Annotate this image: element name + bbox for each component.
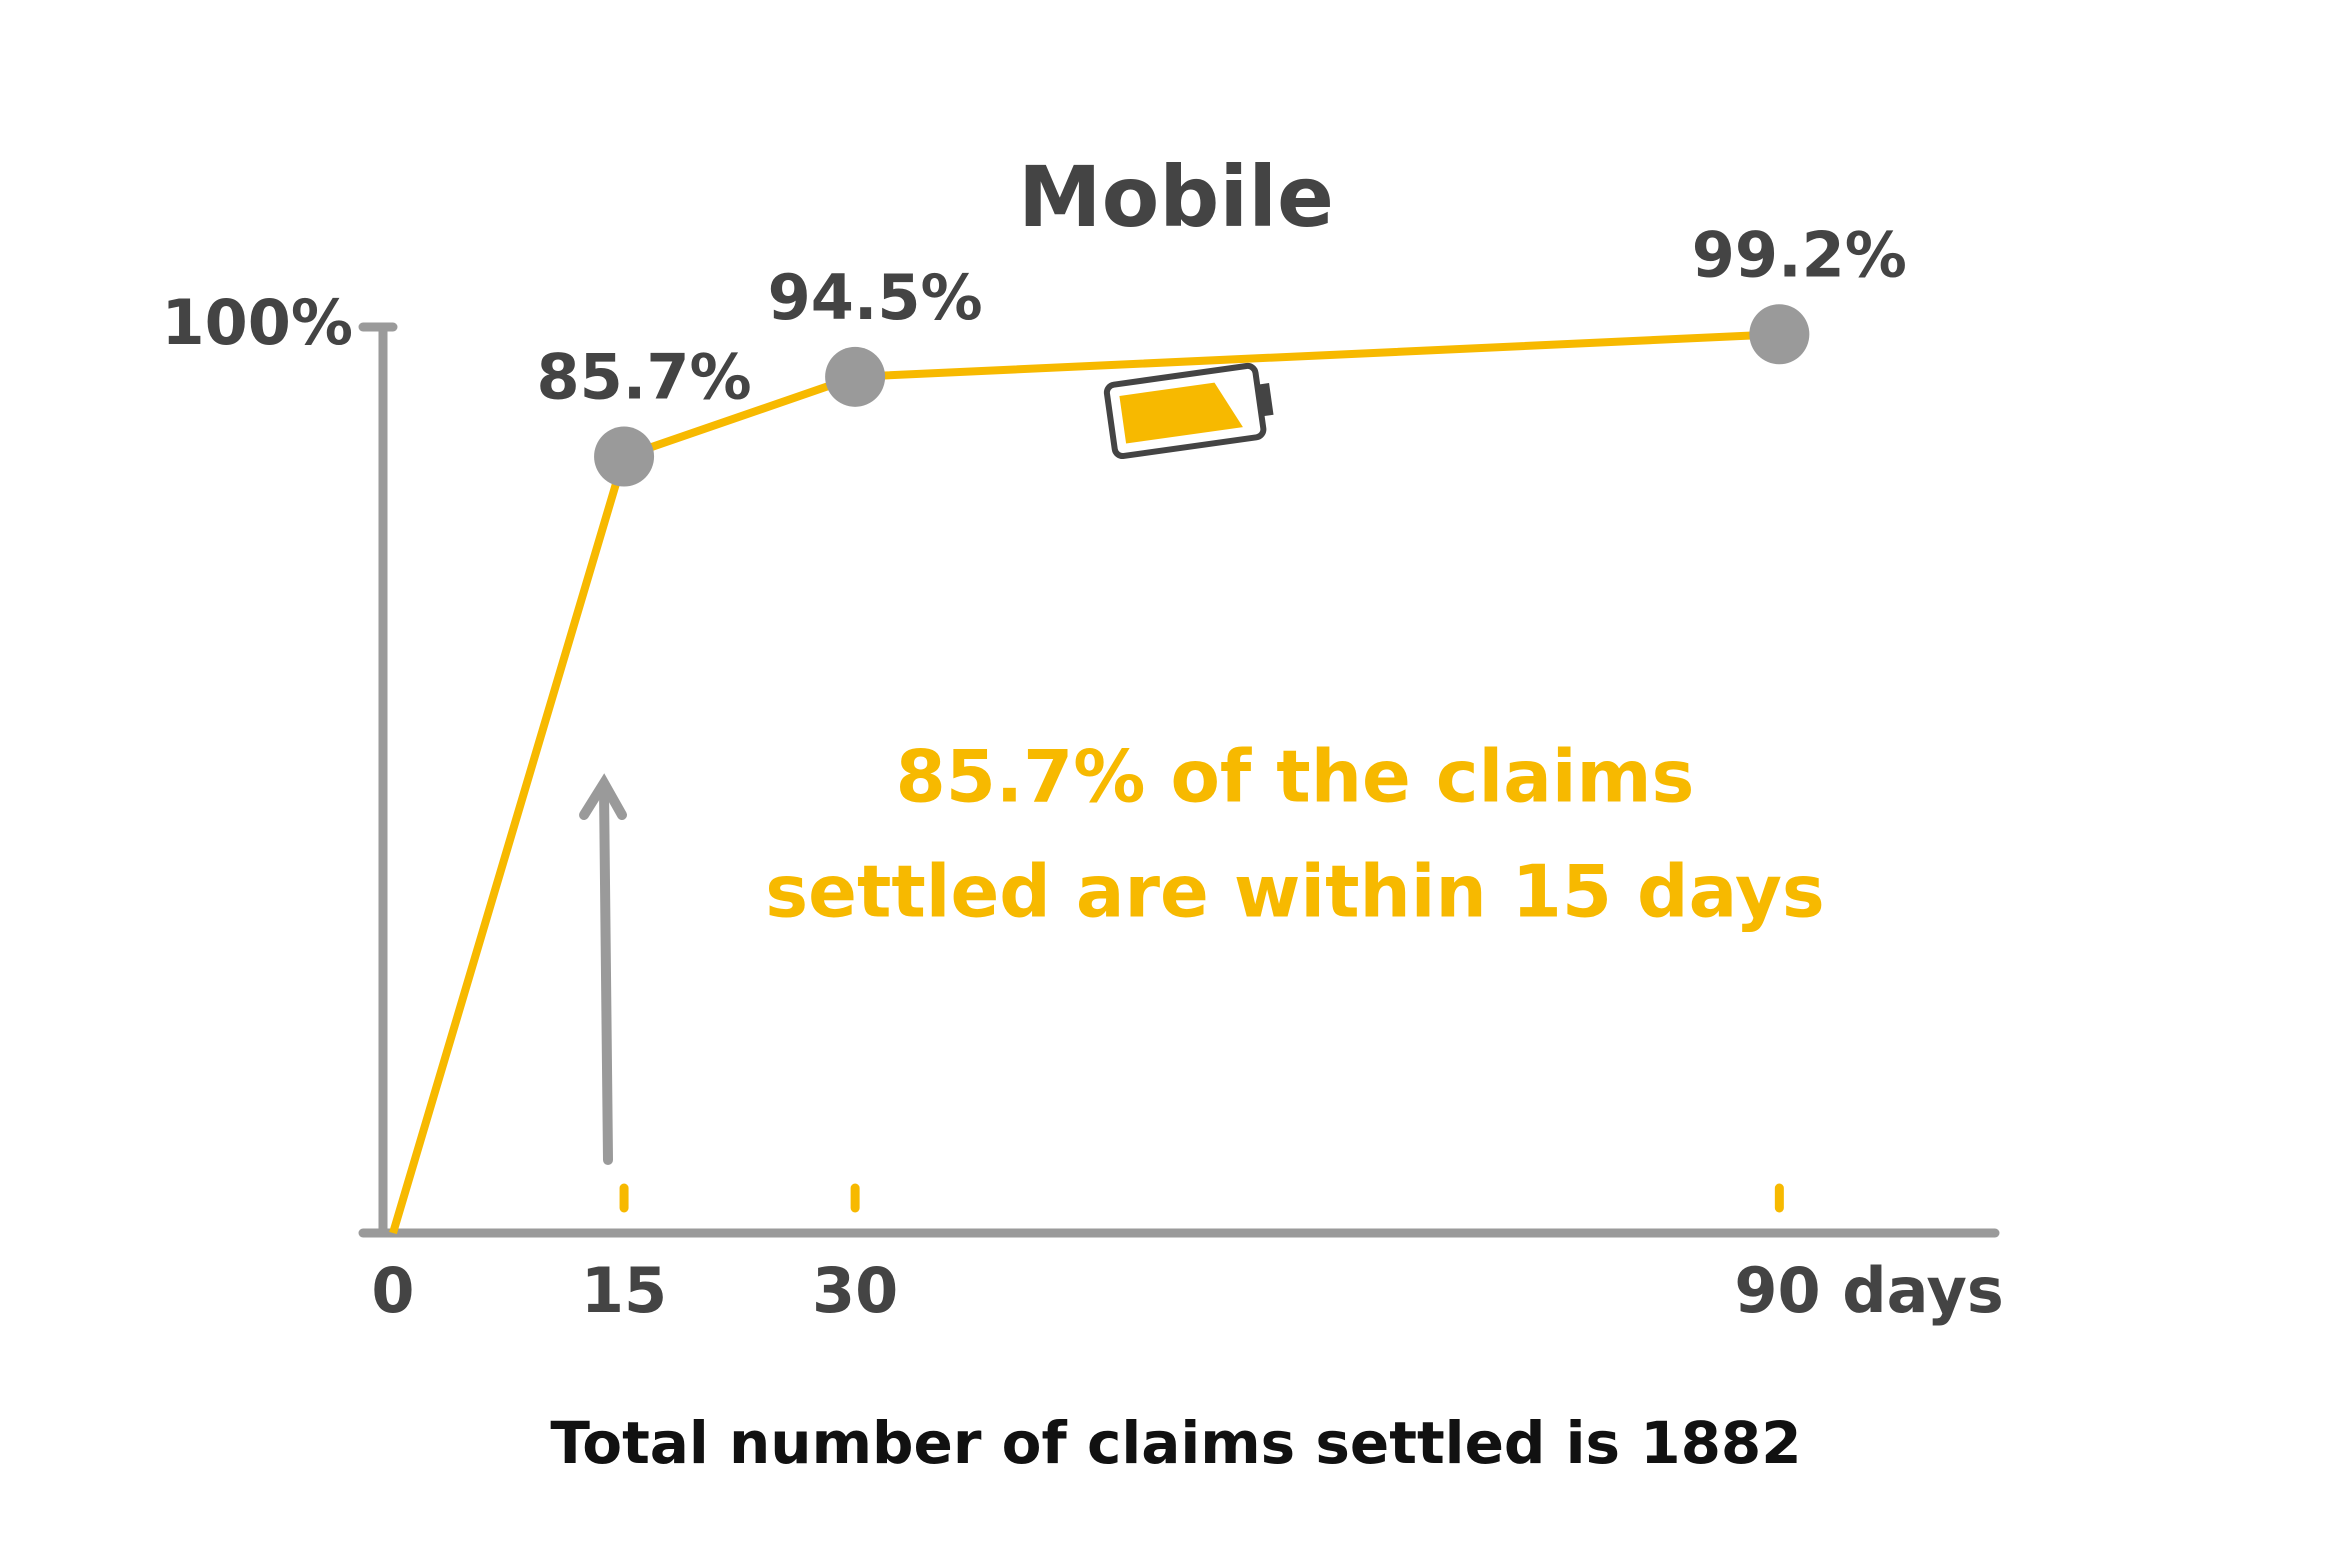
battery-level <box>1119 382 1243 444</box>
annotation: 85.7% of the claims <box>896 735 1695 819</box>
point <box>1749 304 1810 365</box>
y-tick-label: 100% <box>161 286 353 359</box>
arrow <box>579 773 627 1165</box>
x-tick-label: 15 <box>581 1254 667 1327</box>
arrow-shaft <box>599 785 613 1165</box>
value-label: 94.5% <box>768 261 983 334</box>
caption: Total number of claims settled is 1882 <box>550 1409 1801 1477</box>
annotation: settled are within 15 days <box>765 850 1824 934</box>
x-tick-label: 0 <box>371 1254 414 1327</box>
arrow-head <box>579 773 627 820</box>
chart-title: Mobile <box>1018 148 1334 246</box>
x-tick-label: 90 days <box>1734 1254 2004 1327</box>
battery-tip <box>1257 383 1274 417</box>
x-tick-label: 30 <box>812 1254 898 1327</box>
point <box>594 426 655 487</box>
value-label: 85.7% <box>537 341 752 414</box>
value-label: 99.2% <box>1692 218 1907 291</box>
point <box>825 346 886 407</box>
line <box>389 330 1780 1235</box>
battery-icon <box>1103 362 1274 460</box>
